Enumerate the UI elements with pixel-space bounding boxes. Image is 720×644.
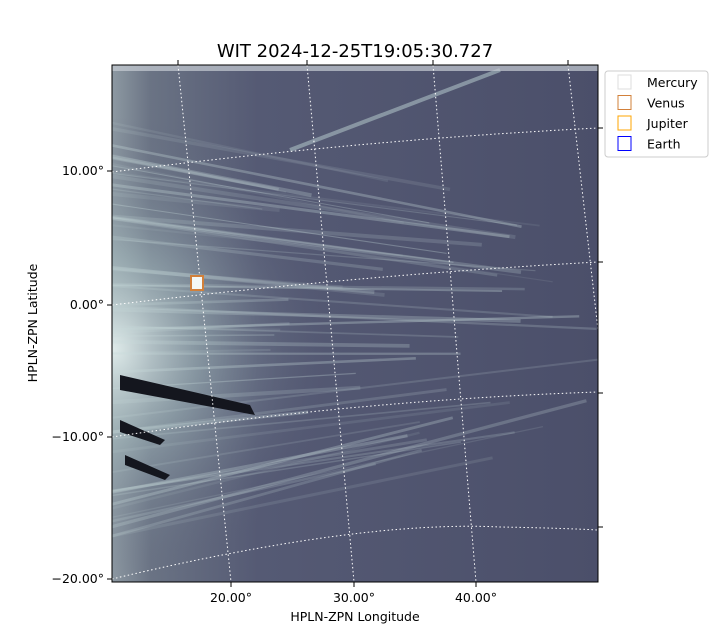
x-axis-label: HPLN-ZPN Longitude: [290, 609, 420, 624]
chart-title: WIT 2024-12-25T19:05:30.727: [217, 41, 493, 62]
image-area: [112, 65, 599, 582]
legend-label: Earth: [647, 137, 681, 152]
top-edge: [112, 65, 598, 71]
legend-label: Jupiter: [646, 116, 689, 131]
venus-marker: [191, 276, 203, 290]
legend-label: Mercury: [647, 75, 698, 90]
y-tick-label: −20.00°: [51, 571, 104, 586]
y-tick-label: −10.00°: [51, 429, 104, 444]
x-tick-label: 20.00°: [210, 590, 252, 605]
legend-label: Venus: [647, 96, 685, 111]
x-tick-label: 40.00°: [455, 590, 497, 605]
y-tick-label: 10.00°: [62, 163, 104, 178]
y-axis-label: HPLN-ZPN Latitude: [25, 263, 40, 382]
x-tick-label: 30.00°: [333, 590, 375, 605]
streamer: [112, 335, 274, 336]
y-tick-label: 0.00°: [70, 297, 104, 312]
legend: Mercury Venus Jupiter Earth: [605, 71, 708, 157]
